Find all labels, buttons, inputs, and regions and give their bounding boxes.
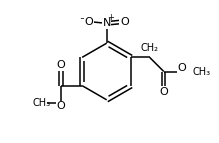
- Text: N: N: [102, 18, 111, 28]
- Text: O: O: [159, 87, 168, 97]
- Text: +: +: [107, 13, 114, 22]
- Text: O: O: [57, 60, 65, 70]
- Text: CH₂: CH₂: [141, 43, 159, 53]
- Text: −: −: [79, 14, 86, 23]
- Text: O: O: [120, 17, 129, 27]
- Text: O: O: [178, 63, 187, 73]
- Text: CH₃: CH₃: [192, 66, 210, 77]
- Text: O: O: [57, 101, 65, 111]
- Text: CH₃: CH₃: [33, 98, 51, 108]
- Text: O: O: [85, 17, 93, 27]
